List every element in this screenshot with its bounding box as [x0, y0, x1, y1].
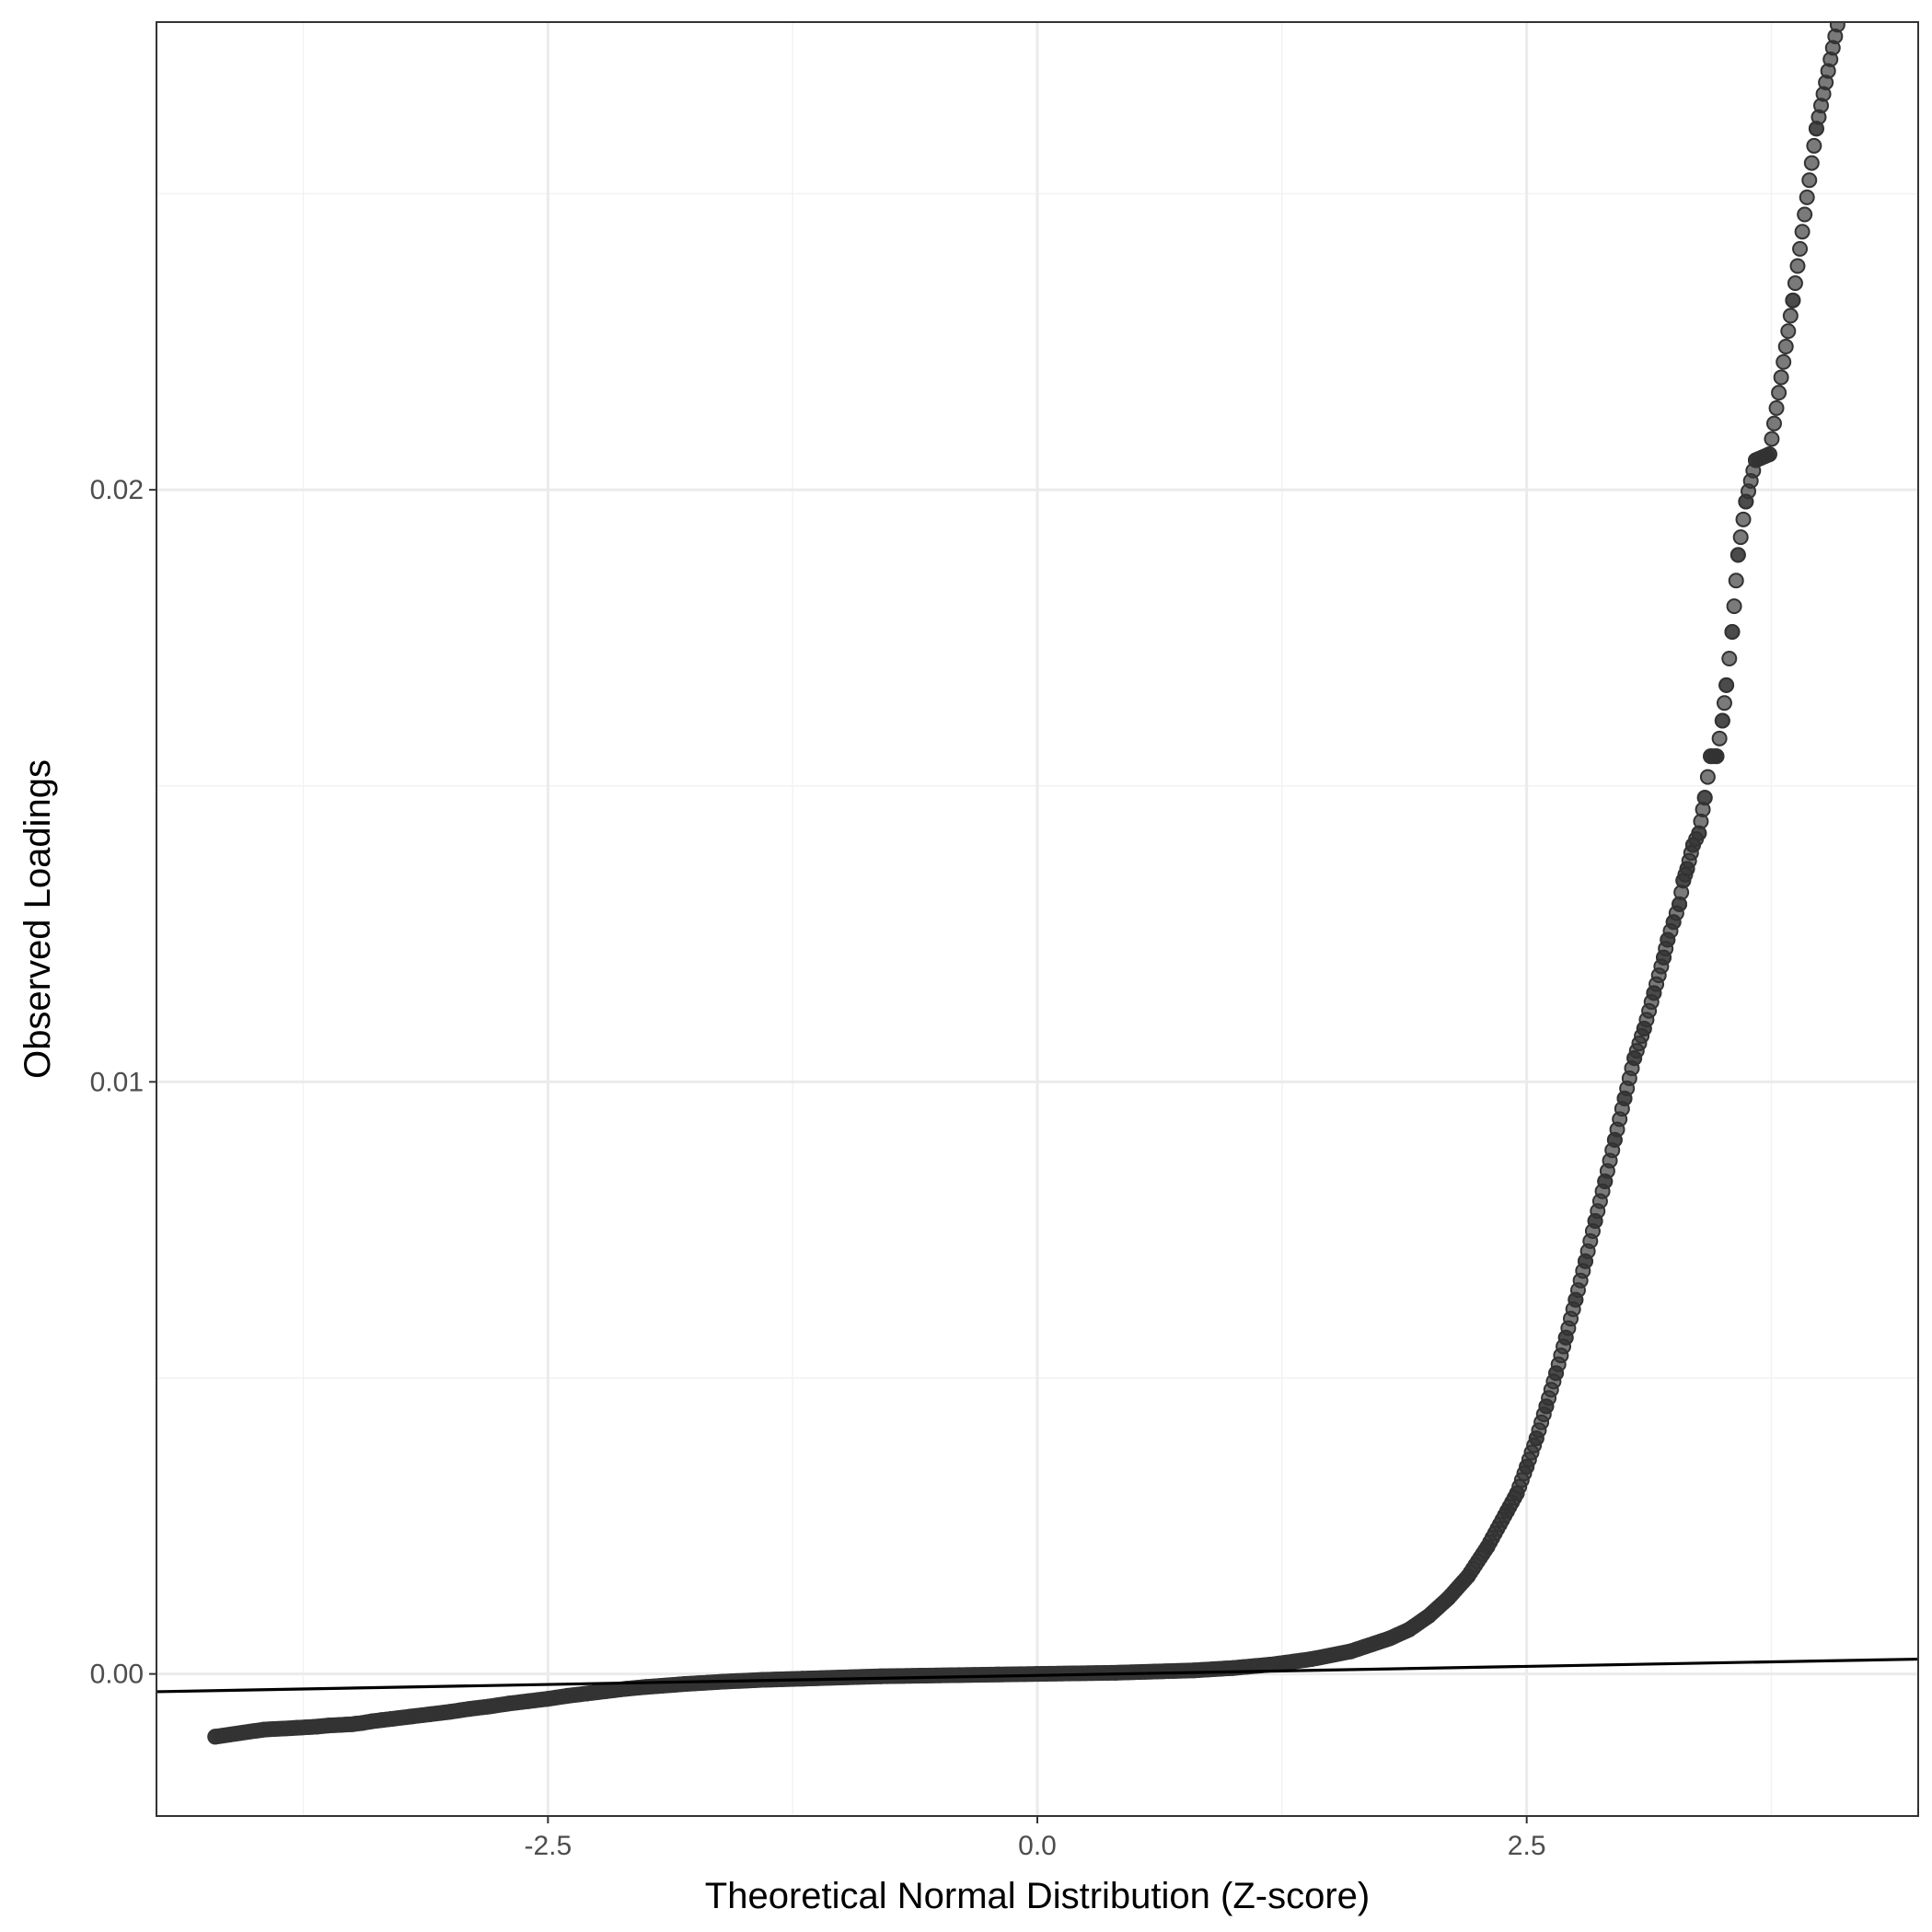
reference-line	[156, 1657, 1918, 1694]
y-axis-title: Observed Loadings	[17, 759, 58, 1079]
data-point	[1761, 446, 1777, 463]
data-point	[1765, 415, 1782, 432]
data-point	[1829, 22, 1845, 33]
data-point	[1785, 292, 1801, 308]
data-point	[1696, 790, 1713, 806]
data-point	[1797, 206, 1813, 223]
data-point	[1794, 224, 1811, 240]
data-point	[1806, 137, 1822, 154]
data-point	[1730, 547, 1746, 563]
x-axis-title: Theoretical Normal Distribution (Z-score…	[705, 1876, 1370, 1916]
data-point	[1782, 307, 1799, 324]
data-point	[1764, 431, 1780, 447]
data-layer	[156, 22, 1918, 1745]
data-point	[1732, 529, 1749, 546]
data-point	[1708, 748, 1725, 765]
data-point	[1714, 712, 1730, 729]
y-axis: 0.00 0.01 0.02	[90, 475, 156, 1690]
data-point	[1787, 275, 1803, 292]
y-tick-label: 0.00	[90, 1660, 144, 1690]
y-tick-label: 0.01	[90, 1067, 144, 1097]
x-axis: -2.5 0.0 2.5	[524, 1816, 1546, 1861]
x-tick-label: 2.5	[1508, 1831, 1546, 1861]
x-tick-label: 0.0	[1018, 1831, 1057, 1861]
data-point	[1726, 598, 1742, 615]
data-point	[1773, 369, 1789, 386]
data-point	[1789, 258, 1806, 274]
data-point	[1735, 511, 1752, 527]
data-point	[1699, 769, 1716, 785]
data-point	[1792, 240, 1809, 257]
data-point	[1728, 573, 1744, 589]
data-point	[1776, 353, 1792, 370]
data-point	[1799, 189, 1815, 205]
x-tick-label: -2.5	[524, 1831, 572, 1861]
data-point	[1803, 155, 1820, 171]
data-point	[1780, 323, 1797, 340]
data-point	[1801, 172, 1818, 189]
data-point	[1724, 624, 1741, 641]
grid-lines	[156, 22, 1918, 1816]
data-point	[1768, 399, 1785, 416]
data-point	[1716, 695, 1732, 711]
data-point	[1771, 385, 1787, 401]
plot-panel	[156, 21, 1919, 1817]
data-point	[1711, 730, 1728, 746]
data-point	[1721, 650, 1738, 666]
data-point	[1718, 677, 1735, 693]
data-point	[1777, 338, 1794, 354]
y-tick-label: 0.02	[90, 475, 144, 505]
